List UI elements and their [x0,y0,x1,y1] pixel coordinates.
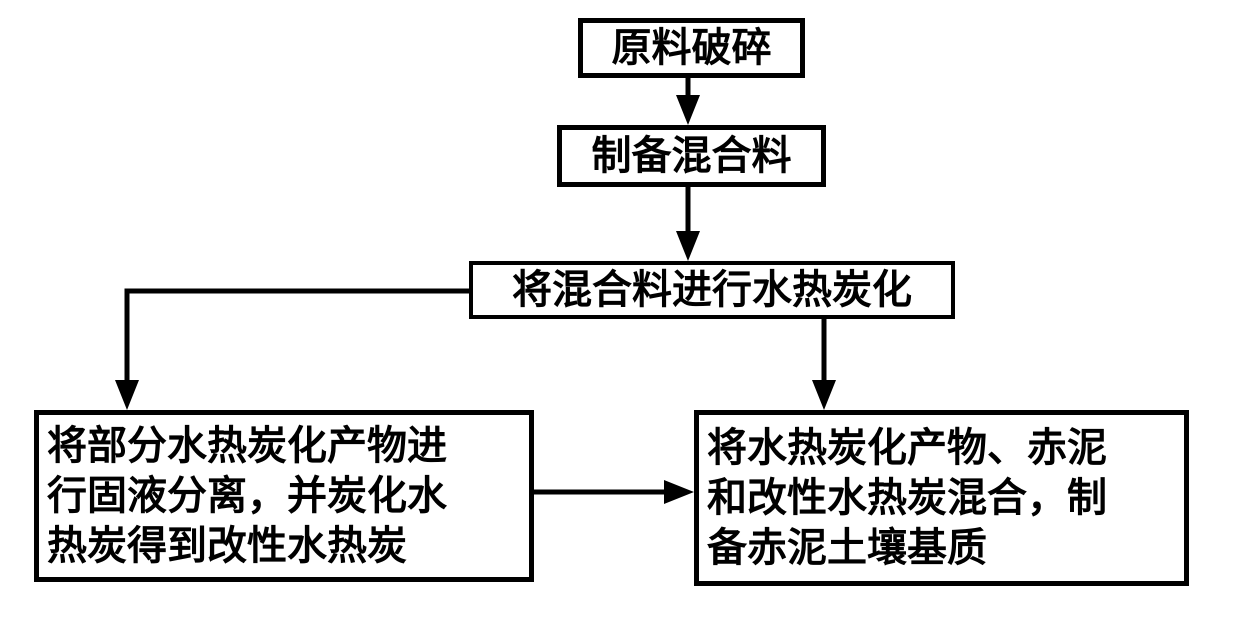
node-label-line: 将水热炭化产物、赤泥 [707,423,1107,473]
node-label: 制备混合料 [592,131,792,181]
node-solid-liquid-separate: 将部分水热炭化产物进 行固液分离，并炭化水 热炭得到改性水热炭 [34,410,534,582]
node-label-line: 行固液分离，并炭化水 [47,471,447,521]
node-label: 将混合料进行水热炭化 [512,265,912,315]
node-label-line: 和改性水热炭混合，制 [707,473,1107,523]
node-label-line: 热炭得到改性水热炭 [47,521,407,571]
node-hydrothermal-carbonize: 将混合料进行水热炭化 [469,261,955,319]
node-prepare-mix: 制备混合料 [557,125,826,187]
flowchart-canvas: 原料破碎 制备混合料 将混合料进行水热炭化 将部分水热炭化产物进 行固液分离，并… [0,0,1239,626]
node-label-line: 将部分水热炭化产物进 [47,421,447,471]
node-label-line: 备赤泥土壤基质 [707,523,987,573]
node-prepare-red-mud-matrix: 将水热炭化产物、赤泥 和改性水热炭混合，制 备赤泥土壤基质 [694,410,1189,586]
node-label: 原料破碎 [612,23,772,73]
node-raw-crush: 原料破碎 [578,18,805,78]
